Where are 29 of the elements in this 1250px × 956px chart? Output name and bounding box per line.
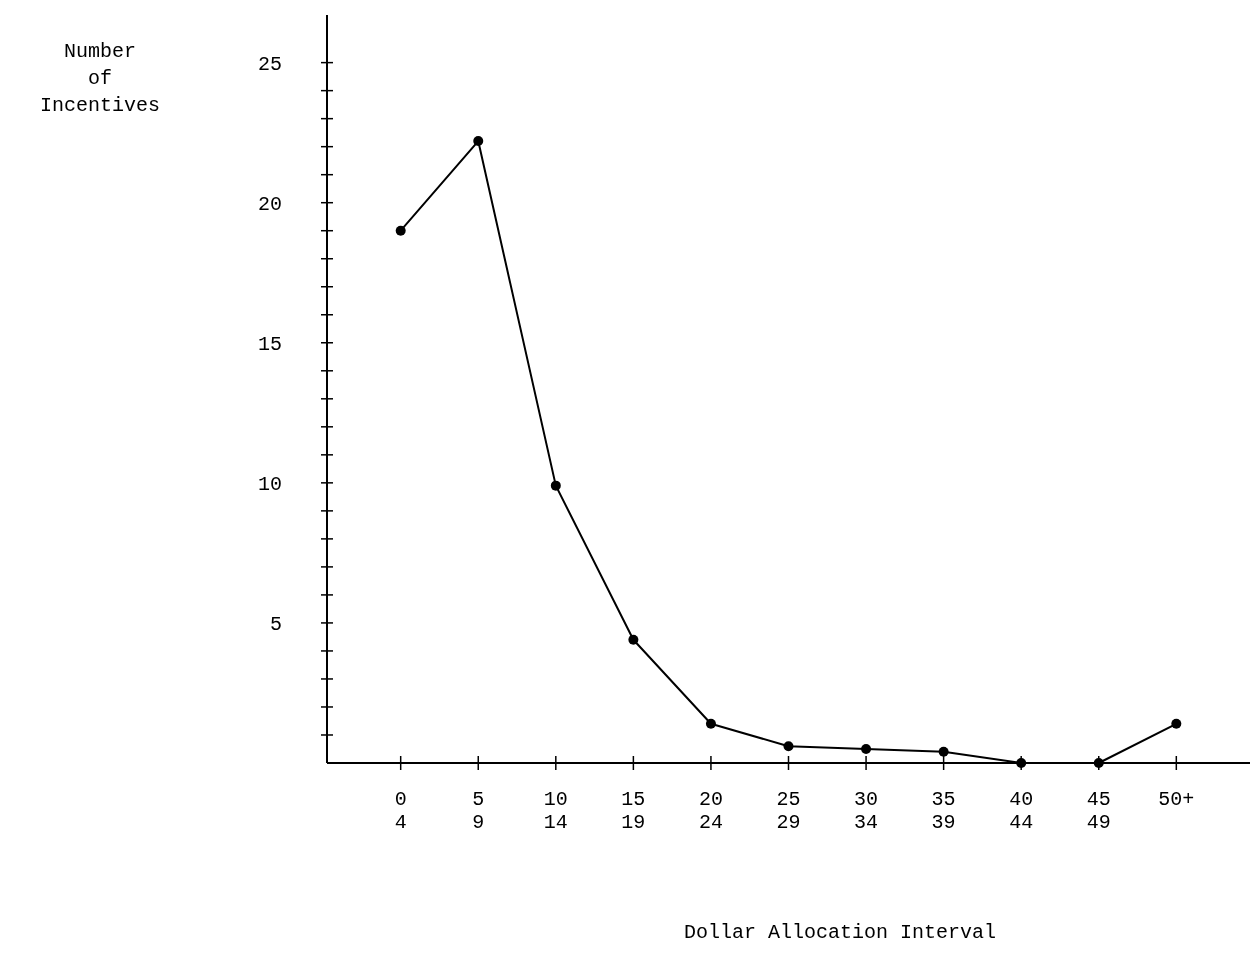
x-tick-label: 15 19: [621, 788, 646, 834]
point: [861, 743, 872, 754]
y-tick-label: 5: [269, 612, 282, 636]
y-tick-label: 10: [257, 472, 282, 496]
x-tick-label: 5 9: [472, 788, 485, 834]
point: [550, 480, 561, 491]
point: [783, 741, 794, 752]
x-tick-label: 25 29: [776, 788, 801, 834]
point: [705, 718, 716, 729]
point: [1093, 758, 1104, 768]
point: [395, 225, 406, 236]
point: [1016, 758, 1027, 768]
x-tick-label: 50+: [1158, 788, 1195, 811]
x-axis-title: Dollar Allocation Interval: [683, 921, 997, 944]
x-tick-label: 45 49: [1086, 788, 1111, 834]
x-tick-label: 35 39: [931, 788, 956, 834]
point: [1171, 718, 1182, 729]
y-tick-label: 25: [257, 52, 282, 76]
y-tick-label: 20: [257, 192, 282, 216]
point: [628, 634, 639, 645]
x-tick-label: 10 14: [543, 788, 568, 834]
x-tick-label: 20 24: [698, 788, 723, 834]
point: [938, 746, 949, 757]
y-axis-title: Number of Incentives: [39, 40, 161, 117]
x-tick-label: 40 44: [1009, 788, 1034, 834]
point: [473, 136, 484, 147]
y-tick-label: 15: [257, 332, 282, 356]
x-tick-label: 30 34: [854, 788, 879, 834]
x-tick-label: 0 4: [394, 788, 407, 834]
